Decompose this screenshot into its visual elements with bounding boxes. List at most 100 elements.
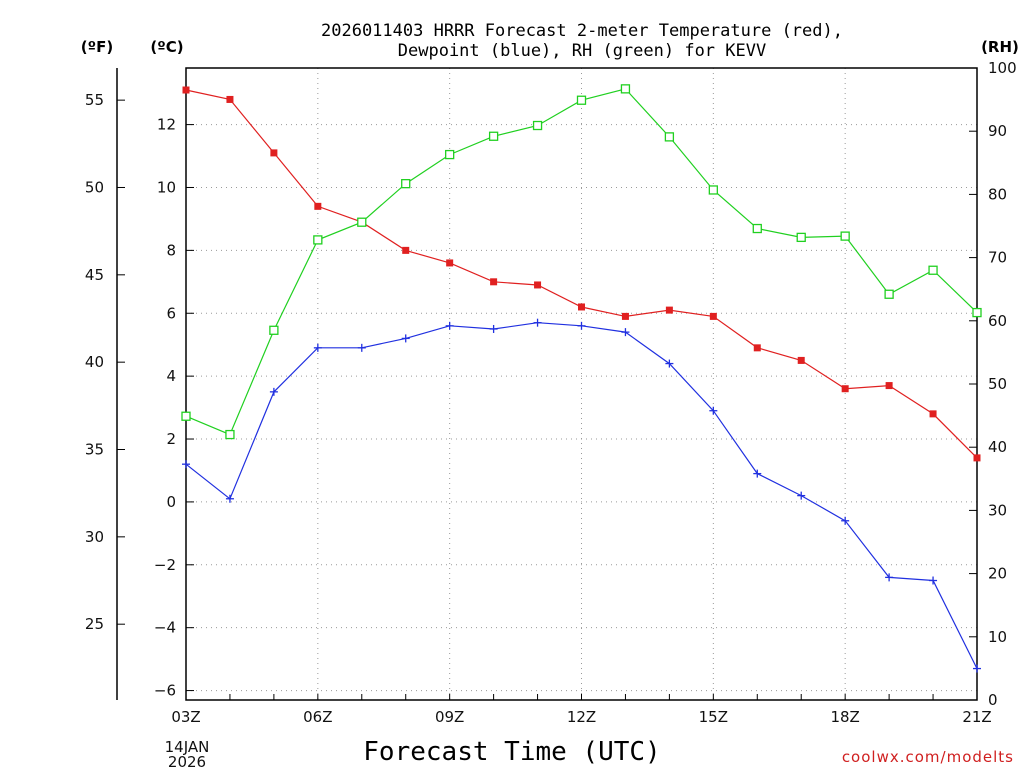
rh-point	[620, 84, 631, 94]
rh-point	[313, 235, 323, 245]
rh-line	[185, 88, 978, 436]
dewpoint-point	[709, 406, 718, 415]
time-ticks: 03Z 06Z 09Z 12Z 15Z 18Z 21Z	[171, 694, 992, 726]
temperature-point	[929, 410, 937, 418]
dewpoint-point	[621, 328, 630, 337]
rh-point	[488, 131, 499, 141]
rh-tick-label: 0	[988, 691, 998, 709]
grid-lines	[185, 68, 978, 700]
rh-point	[576, 95, 587, 105]
celsius-tick-label: −4	[154, 619, 176, 637]
time-tick-label: 06Z	[303, 708, 332, 726]
celsius-axis-unit: (ºC)	[150, 38, 183, 56]
dewpoint-point	[973, 664, 981, 673]
temperature-point	[973, 454, 981, 462]
temperature-point	[402, 246, 410, 254]
rh-series	[181, 84, 982, 440]
temperature-point	[534, 281, 542, 289]
dewpoint-point	[269, 387, 278, 396]
dewpoint-point	[489, 324, 498, 333]
rh-tick-label: 30	[988, 501, 1007, 519]
time-tick-label: 12Z	[567, 708, 596, 726]
rh-point	[796, 232, 806, 243]
temperature-point	[621, 312, 629, 320]
dewpoint-point	[357, 343, 366, 352]
rh-tick-label: 10	[988, 628, 1007, 646]
temperature-point	[182, 86, 190, 94]
dewpoint-point	[797, 491, 806, 500]
watermark: coolwx.com/modelts	[842, 748, 1014, 766]
rh-point	[664, 132, 675, 142]
rh-tick-label: 40	[988, 438, 1007, 456]
rh-axis-unit: (RH)	[981, 38, 1019, 56]
temperature-point	[314, 202, 322, 210]
rh-tick-label: 60	[988, 312, 1007, 330]
rh-point	[269, 325, 279, 335]
rh-point	[884, 289, 894, 299]
celsius-tick-label: −6	[154, 682, 176, 700]
dewpoint-point	[401, 334, 410, 343]
fahrenheit-tick-label: 50	[85, 178, 104, 196]
dewpoint-point	[182, 460, 190, 469]
time-tick-label: 09Z	[435, 708, 464, 726]
fahrenheit-tick-label: 40	[85, 353, 104, 371]
celsius-tick-label: 6	[166, 304, 176, 322]
celsius-tick-label: 0	[166, 493, 176, 511]
rh-point	[225, 429, 235, 440]
temperature-series	[182, 86, 981, 462]
celsius-tick-label: 10	[157, 178, 176, 196]
temperature-point	[578, 303, 585, 311]
rh-ticks: 0 10 20 30 40 50 60 70 80 90 100	[969, 59, 1017, 709]
dewpoint-point	[533, 318, 542, 327]
fahrenheit-axis-unit: (ºF)	[81, 38, 113, 56]
rh-point	[972, 307, 982, 318]
temperature-point	[797, 356, 805, 364]
fahrenheit-tick-label: 35	[85, 441, 104, 459]
rh-point	[840, 231, 850, 241]
temperature-point	[709, 312, 717, 320]
time-tick-label: 21Z	[962, 708, 991, 726]
celsius-tick-label: 12	[157, 116, 176, 134]
rh-point	[181, 411, 191, 421]
time-tick-label: 15Z	[699, 708, 728, 726]
celsius-ticks: −6 −4 −2 0 2 4 6 8 10 12	[154, 116, 194, 700]
rh-point	[532, 120, 543, 131]
rh-point	[357, 217, 367, 227]
rh-tick-label: 70	[988, 249, 1007, 267]
time-tick-label: 18Z	[830, 708, 859, 726]
rh-tick-label: 100	[988, 59, 1017, 77]
dewpoint-point	[225, 494, 234, 503]
date-label-day: 14JAN	[165, 738, 210, 756]
celsius-tick-label: 2	[166, 430, 176, 448]
dewpoint-point	[577, 321, 586, 330]
rh-point	[401, 179, 411, 189]
rh-point	[445, 149, 455, 160]
temperature-point	[665, 306, 673, 314]
temperature-point	[885, 382, 893, 390]
dewpoint-point	[665, 359, 674, 368]
rh-tick-label: 90	[988, 122, 1007, 140]
dewpoint-point	[885, 573, 894, 582]
fahrenheit-tick-label: 25	[85, 615, 104, 633]
rh-point	[752, 223, 762, 234]
rh-point	[928, 265, 938, 275]
time-tick-label: 03Z	[171, 708, 200, 726]
chart-title-line-2: Dewpoint (blue), RH (green) for KEVV	[398, 41, 766, 61]
rh-point	[708, 185, 718, 195]
dewpoint-point	[841, 516, 850, 525]
fahrenheit-tick-label: 30	[85, 528, 104, 546]
rh-tick-label: 20	[988, 565, 1007, 583]
temperature-point	[841, 385, 849, 393]
x-axis-title: Forecast Time (UTC)	[363, 737, 660, 767]
chart-title-line-1: 2026011403 HRRR Forecast 2-meter Tempera…	[321, 21, 843, 41]
dewpoint-series	[182, 318, 981, 673]
temperature-point	[270, 149, 278, 157]
celsius-tick-label: 4	[166, 367, 176, 385]
celsius-tick-label: 8	[166, 241, 176, 259]
fahrenheit-tick-label: 45	[85, 266, 104, 284]
temperature-point	[753, 344, 761, 352]
temperature-point	[226, 95, 234, 103]
series-layer	[181, 84, 982, 673]
celsius-tick-label: −2	[154, 556, 176, 574]
